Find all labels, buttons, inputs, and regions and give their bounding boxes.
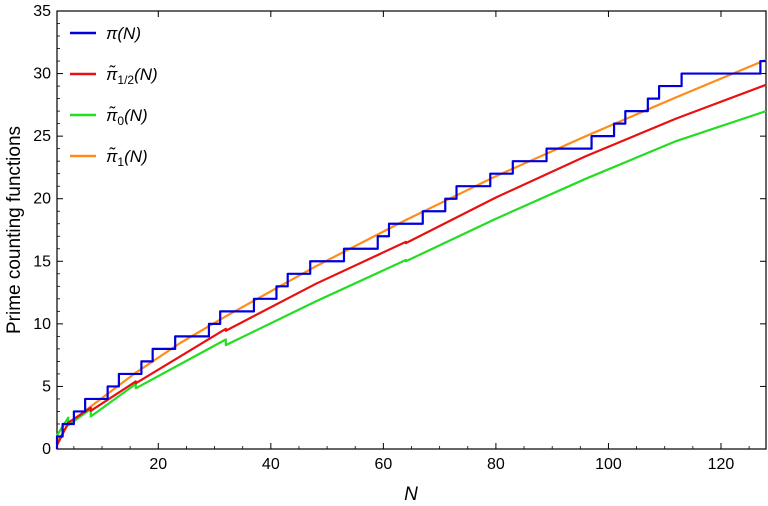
y-tick-label: 30 xyxy=(33,66,51,83)
x-tick-label: 120 xyxy=(708,456,735,473)
x-tick-label: 20 xyxy=(149,456,167,473)
legend-label-arg: (N) xyxy=(134,65,158,84)
series-line-1 xyxy=(56,83,767,446)
y-tick-label: 0 xyxy=(42,441,51,458)
legend-label-sub: 1/2 xyxy=(117,73,134,87)
y-tick-label: 15 xyxy=(33,253,51,270)
legend-label-sub: 1 xyxy=(117,155,124,169)
legend-label: π̃1(N) xyxy=(106,146,148,169)
legend-label-base: π̃ xyxy=(106,105,118,125)
y-tick-label: 35 xyxy=(33,3,51,20)
y-tick-label: 10 xyxy=(33,316,51,333)
legend-label-arg: (N) xyxy=(124,106,148,125)
x-tick-label: 100 xyxy=(595,456,622,473)
legend-label: π̃0(N) xyxy=(106,105,148,128)
y-tick-label: 20 xyxy=(33,191,51,208)
legend-label-base: π̃ xyxy=(106,146,118,166)
x-tick-label: 80 xyxy=(487,456,505,473)
series-layer xyxy=(55,58,767,449)
legend-label-base: π xyxy=(106,24,118,43)
legend-label-arg: (N) xyxy=(117,24,141,43)
legend: π(N)π̃1/2(N)π̃0(N)π̃1(N) xyxy=(70,24,158,169)
legend-label: π̃1/2(N) xyxy=(106,64,158,87)
legend-label-sub: 0 xyxy=(117,114,124,128)
y-axis-label: Prime counting functions xyxy=(4,126,25,334)
legend-label: π(N) xyxy=(106,24,141,43)
series-line-3 xyxy=(56,58,767,444)
y-tick-label: 5 xyxy=(42,378,51,395)
plot-frame xyxy=(56,10,767,450)
x-tick-label: 60 xyxy=(374,456,392,473)
x-axis-label: N xyxy=(404,484,418,505)
legend-label-base: π̃ xyxy=(106,64,118,84)
legend-label-arg: (N) xyxy=(124,147,148,166)
y-tick-label: 25 xyxy=(33,128,51,145)
series-line-2 xyxy=(56,110,767,436)
x-tick-label: 40 xyxy=(262,456,280,473)
series-line-0 xyxy=(55,59,766,449)
